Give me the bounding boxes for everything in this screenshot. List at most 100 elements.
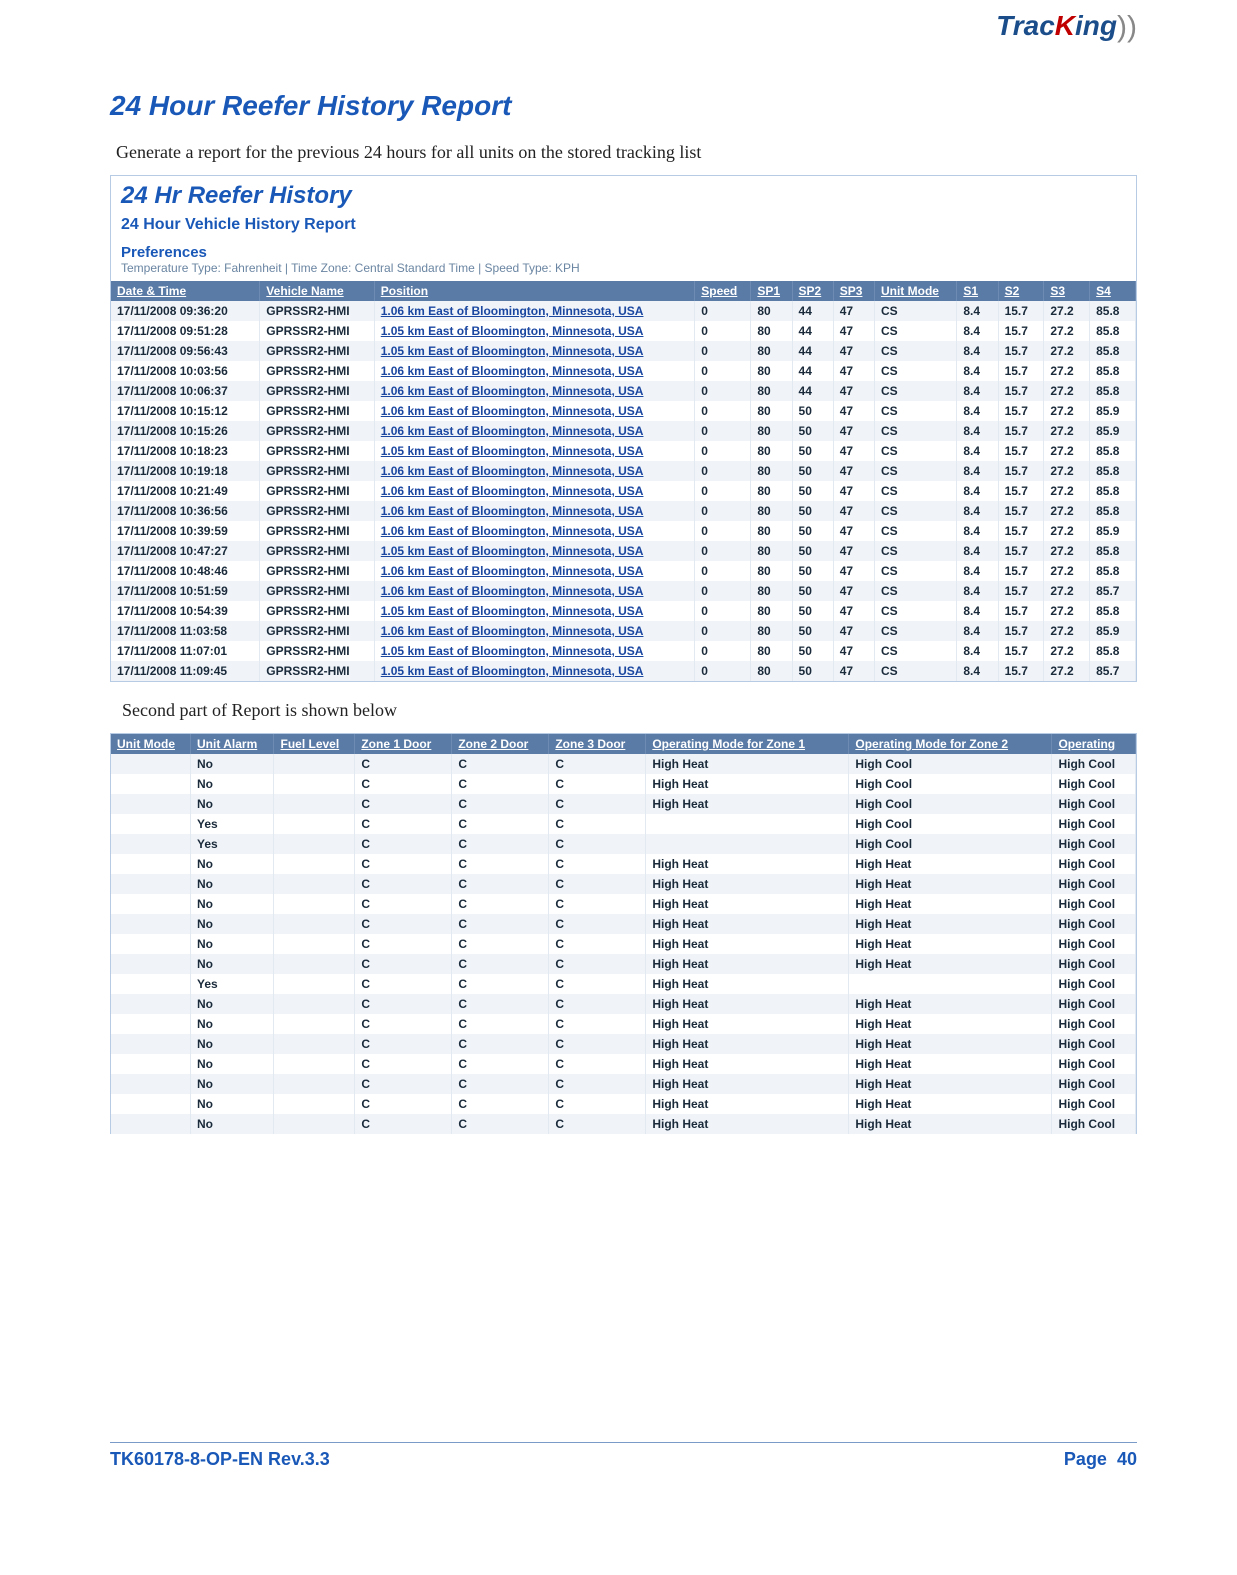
column-header[interactable]: Operating	[1052, 734, 1136, 754]
position-link[interactable]: 1.05 km East of Bloomington, Minnesota, …	[381, 344, 644, 358]
column-header[interactable]: Zone 1 Door	[355, 734, 452, 754]
column-header[interactable]: S3	[1044, 281, 1090, 301]
table-cell: High Cool	[1052, 1074, 1136, 1094]
table-cell: C	[549, 934, 646, 954]
table-cell: 1.05 km East of Bloomington, Minnesota, …	[374, 341, 695, 361]
table-cell: High Cool	[1052, 774, 1136, 794]
table-cell: GPRSSR2-HMI	[260, 421, 374, 441]
column-header[interactable]: Unit Mode	[111, 734, 191, 754]
table-cell: C	[355, 954, 452, 974]
position-link[interactable]: 1.06 km East of Bloomington, Minnesota, …	[381, 624, 644, 638]
table-cell: 8.4	[957, 461, 998, 481]
table-cell: 1.06 km East of Bloomington, Minnesota, …	[374, 581, 695, 601]
position-link[interactable]: 1.06 km East of Bloomington, Minnesota, …	[381, 464, 644, 478]
table-cell: 50	[792, 481, 833, 501]
table-cell	[274, 1094, 355, 1114]
position-link[interactable]: 1.06 km East of Bloomington, Minnesota, …	[381, 424, 644, 438]
position-link[interactable]: 1.06 km East of Bloomington, Minnesota, …	[381, 404, 644, 418]
table-cell: 0	[695, 541, 751, 561]
table-cell: 47	[833, 421, 874, 441]
logo-arc-icon: ))	[1117, 11, 1137, 44]
table-row: 17/11/2008 10:54:39GPRSSR2-HMI1.05 km Ea…	[111, 601, 1136, 621]
column-header[interactable]: Date & Time	[111, 281, 260, 301]
table-row: 17/11/2008 10:18:23GPRSSR2-HMI1.05 km Ea…	[111, 441, 1136, 461]
position-link[interactable]: 1.05 km East of Bloomington, Minnesota, …	[381, 544, 644, 558]
table-cell: C	[452, 1054, 549, 1074]
position-link[interactable]: 1.06 km East of Bloomington, Minnesota, …	[381, 364, 644, 378]
table-cell: 50	[792, 421, 833, 441]
column-header[interactable]: S2	[998, 281, 1044, 301]
table-cell: 85.9	[1090, 521, 1136, 541]
table-cell	[111, 814, 191, 834]
table-cell: High Cool	[1052, 1094, 1136, 1114]
table-cell: 80	[751, 301, 792, 321]
table-cell: High Cool	[1052, 994, 1136, 1014]
column-header[interactable]: Operating Mode for Zone 1	[646, 734, 849, 754]
table-cell: High Cool	[1052, 814, 1136, 834]
table-cell: 8.4	[957, 641, 998, 661]
table-cell: 1.06 km East of Bloomington, Minnesota, …	[374, 521, 695, 541]
table-cell: High Heat	[646, 1114, 849, 1134]
table-cell	[111, 834, 191, 854]
column-header[interactable]: Zone 3 Door	[549, 734, 646, 754]
column-header[interactable]: Speed	[695, 281, 751, 301]
table-cell: GPRSSR2-HMI	[260, 661, 374, 681]
column-header[interactable]: Fuel Level	[274, 734, 355, 754]
table-cell: GPRSSR2-HMI	[260, 361, 374, 381]
column-header[interactable]: Operating Mode for Zone 2	[849, 734, 1052, 754]
table-cell: 0	[695, 461, 751, 481]
table-row: 17/11/2008 10:21:49GPRSSR2-HMI1.06 km Ea…	[111, 481, 1136, 501]
table-cell: GPRSSR2-HMI	[260, 461, 374, 481]
position-link[interactable]: 1.05 km East of Bloomington, Minnesota, …	[381, 644, 644, 658]
table-cell: 8.4	[957, 441, 998, 461]
column-header[interactable]: SP2	[792, 281, 833, 301]
column-header[interactable]: S4	[1090, 281, 1136, 301]
table-cell	[274, 954, 355, 974]
position-link[interactable]: 1.05 km East of Bloomington, Minnesota, …	[381, 604, 644, 618]
table-cell: GPRSSR2-HMI	[260, 641, 374, 661]
table-cell: High Heat	[646, 954, 849, 974]
position-link[interactable]: 1.05 km East of Bloomington, Minnesota, …	[381, 324, 644, 338]
table-cell: 1.06 km East of Bloomington, Minnesota, …	[374, 501, 695, 521]
logo-part-trac: Trac	[996, 10, 1055, 41]
table-cell: High Cool	[1052, 934, 1136, 954]
table-cell: High Heat	[646, 874, 849, 894]
logo-part-k: K	[1055, 10, 1075, 41]
table-cell: 27.2	[1044, 381, 1090, 401]
table-cell: 1.06 km East of Bloomington, Minnesota, …	[374, 481, 695, 501]
column-header[interactable]: Unit Mode	[874, 281, 956, 301]
column-header[interactable]: Vehicle Name	[260, 281, 374, 301]
table-cell: 27.2	[1044, 481, 1090, 501]
table-cell: C	[549, 974, 646, 994]
position-link[interactable]: 1.06 km East of Bloomington, Minnesota, …	[381, 584, 644, 598]
table-cell: 8.4	[957, 561, 998, 581]
table-cell: 17/11/2008 10:06:37	[111, 381, 260, 401]
table-cell: High Cool	[1052, 1054, 1136, 1074]
column-header[interactable]: Zone 2 Door	[452, 734, 549, 754]
column-header[interactable]: SP1	[751, 281, 792, 301]
table-cell: C	[355, 974, 452, 994]
table-row: NoCCCHigh HeatHigh CoolHigh Cool	[111, 774, 1136, 794]
table-cell: 0	[695, 501, 751, 521]
column-header[interactable]: Unit Alarm	[191, 734, 274, 754]
column-header[interactable]: S1	[957, 281, 998, 301]
position-link[interactable]: 1.06 km East of Bloomington, Minnesota, …	[381, 484, 644, 498]
footer-page: Page 40	[1064, 1449, 1137, 1470]
table-cell: 8.4	[957, 541, 998, 561]
column-header[interactable]: Position	[374, 281, 695, 301]
position-link[interactable]: 1.05 km East of Bloomington, Minnesota, …	[381, 664, 644, 678]
table-cell	[274, 914, 355, 934]
table-cell: 27.2	[1044, 421, 1090, 441]
position-link[interactable]: 1.06 km East of Bloomington, Minnesota, …	[381, 304, 644, 318]
table-cell: CS	[874, 601, 956, 621]
position-link[interactable]: 1.05 km East of Bloomington, Minnesota, …	[381, 444, 644, 458]
position-link[interactable]: 1.06 km East of Bloomington, Minnesota, …	[381, 504, 644, 518]
column-header[interactable]: SP3	[833, 281, 874, 301]
table-cell	[274, 754, 355, 774]
table-cell: 80	[751, 321, 792, 341]
position-link[interactable]: 1.06 km East of Bloomington, Minnesota, …	[381, 564, 644, 578]
table-row: NoCCCHigh HeatHigh HeatHigh Cool	[111, 934, 1136, 954]
position-link[interactable]: 1.06 km East of Bloomington, Minnesota, …	[381, 524, 644, 538]
table-cell: C	[452, 894, 549, 914]
position-link[interactable]: 1.06 km East of Bloomington, Minnesota, …	[381, 384, 644, 398]
